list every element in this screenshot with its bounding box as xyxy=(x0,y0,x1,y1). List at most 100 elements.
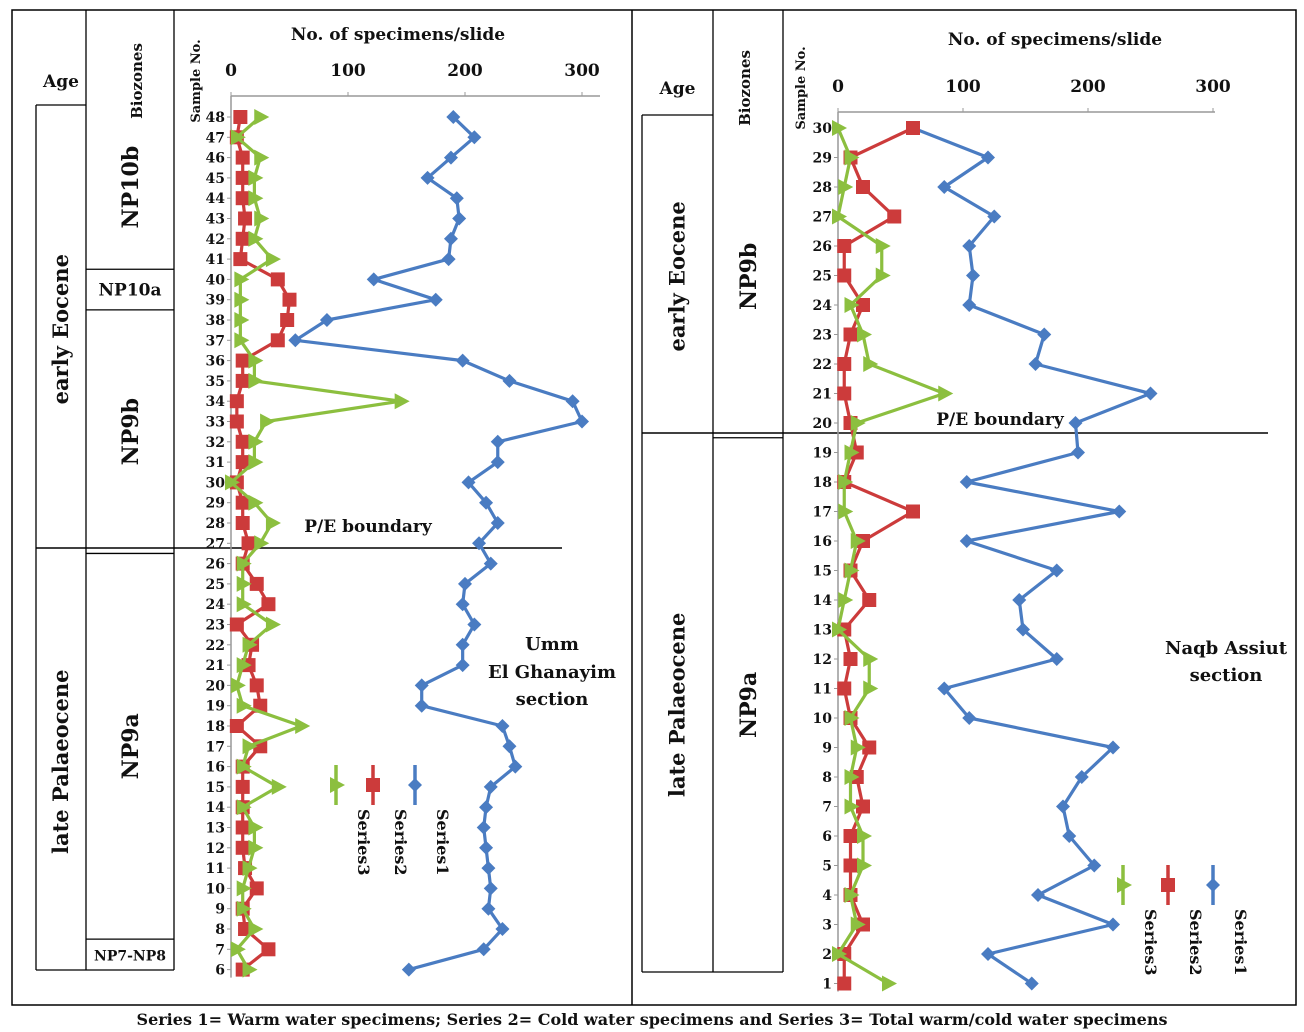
series1-point xyxy=(483,881,498,896)
sample-tick-label: 17 xyxy=(813,505,832,521)
series3-point xyxy=(844,297,860,313)
series1-point xyxy=(479,495,494,510)
series3-point xyxy=(236,697,252,714)
biozones-header: Biozones xyxy=(736,50,754,126)
sample-tick-label: 30 xyxy=(206,475,226,491)
series3-point xyxy=(236,596,252,613)
series2-point xyxy=(249,881,264,896)
series3-point xyxy=(875,267,891,284)
series1-point xyxy=(1056,799,1070,814)
sample-tick-label: 27 xyxy=(206,536,225,552)
series1-point xyxy=(428,292,443,307)
series3-point xyxy=(248,454,264,471)
sample-tick-label: 11 xyxy=(813,682,832,698)
series1-point xyxy=(962,711,977,725)
series3-point xyxy=(850,739,866,756)
series2-point xyxy=(235,434,250,449)
series3-point xyxy=(234,332,250,349)
sample-tick-label: 12 xyxy=(813,652,832,668)
sample-tick-label: 25 xyxy=(813,269,832,285)
series2-point xyxy=(241,536,256,551)
series2-point xyxy=(233,110,248,124)
series1-point xyxy=(565,394,580,409)
series1-point xyxy=(319,313,334,327)
sample-tick-label: 37 xyxy=(206,333,225,349)
series3-point xyxy=(875,238,891,254)
series3-point xyxy=(254,535,270,552)
series1-point xyxy=(1024,976,1039,991)
sample-tick-label: 5 xyxy=(822,859,832,875)
section-label: El Ghanayim xyxy=(488,662,616,683)
legend-label: Series1 xyxy=(433,809,452,876)
series3-line xyxy=(836,127,946,985)
series2-point xyxy=(235,840,250,855)
sample-tick-label: 32 xyxy=(206,435,225,451)
series2-point xyxy=(235,779,250,794)
biozone-label: NP9b xyxy=(118,398,144,465)
sample-tick-label: 18 xyxy=(206,719,225,735)
series2-point xyxy=(837,386,852,401)
sample-tick-label: 17 xyxy=(206,739,225,755)
sample-tick-label: 25 xyxy=(206,577,225,593)
series3-point xyxy=(248,494,264,511)
sample-tick-label: 19 xyxy=(206,699,225,715)
series3-point xyxy=(832,621,847,638)
series3-point xyxy=(882,975,897,992)
x-tick-label: 200 xyxy=(1070,77,1106,97)
sample-tick-label: 10 xyxy=(206,881,226,897)
series1-point xyxy=(490,455,505,470)
series1-point xyxy=(508,759,523,774)
x-tick-label: 200 xyxy=(447,61,483,81)
series2-point xyxy=(229,414,244,429)
series1-point xyxy=(461,475,476,490)
age-label: late Palaeocene xyxy=(48,669,73,854)
series3-point xyxy=(850,415,866,431)
series2-point xyxy=(235,170,250,185)
sample-tick-label: 22 xyxy=(206,638,225,654)
sample-tick-label: 7 xyxy=(822,800,832,816)
sample-tick-label: 3 xyxy=(822,918,832,934)
series3-point xyxy=(236,758,252,775)
sample-tick-label: 26 xyxy=(206,557,225,573)
series2-point xyxy=(906,504,920,519)
series2-point xyxy=(249,576,264,591)
series3-point xyxy=(265,616,281,633)
sample-tick-label: 14 xyxy=(813,593,833,609)
sample-header: Sample No. xyxy=(794,46,809,129)
series1-point xyxy=(455,597,470,612)
legend-swatch-marker xyxy=(1161,878,1175,892)
series2-point xyxy=(837,268,852,283)
legend-label: Series3 xyxy=(1141,909,1160,976)
legend-label: Series2 xyxy=(391,809,410,876)
series2-point xyxy=(856,298,870,312)
series1-point xyxy=(455,353,470,368)
series2-point xyxy=(843,652,858,666)
sample-tick-label: 6 xyxy=(822,829,832,845)
sample-tick-label: 13 xyxy=(813,623,832,639)
x-tick-label: 0 xyxy=(225,61,237,81)
series3-point xyxy=(234,271,250,288)
section-label: Umm xyxy=(525,634,579,655)
series3-point xyxy=(850,533,866,549)
biozone-label: NP9b xyxy=(736,243,762,310)
figure-caption: Series 1= Warm water specimens; Series 2… xyxy=(137,1010,1168,1029)
series1-point xyxy=(1037,327,1052,342)
series3-point xyxy=(248,352,264,369)
legend-swatch-marker xyxy=(330,777,345,793)
biozone-label: NP10a xyxy=(99,281,162,301)
series1-point xyxy=(472,536,487,551)
sample-tick-label: 33 xyxy=(206,415,225,431)
sample-tick-label: 7 xyxy=(215,942,225,958)
series2-point xyxy=(229,394,244,409)
series2-point xyxy=(837,239,852,253)
series3-point xyxy=(271,778,287,795)
series2-point xyxy=(862,740,877,755)
sample-header: Sample No. xyxy=(189,39,204,122)
series1-point xyxy=(455,658,470,673)
series2-point xyxy=(843,829,858,843)
series3-point xyxy=(230,941,246,958)
series3-point xyxy=(248,190,264,207)
biozone-label: NP10b xyxy=(118,146,144,229)
series1-point xyxy=(1106,740,1120,755)
series1-point xyxy=(452,211,467,226)
